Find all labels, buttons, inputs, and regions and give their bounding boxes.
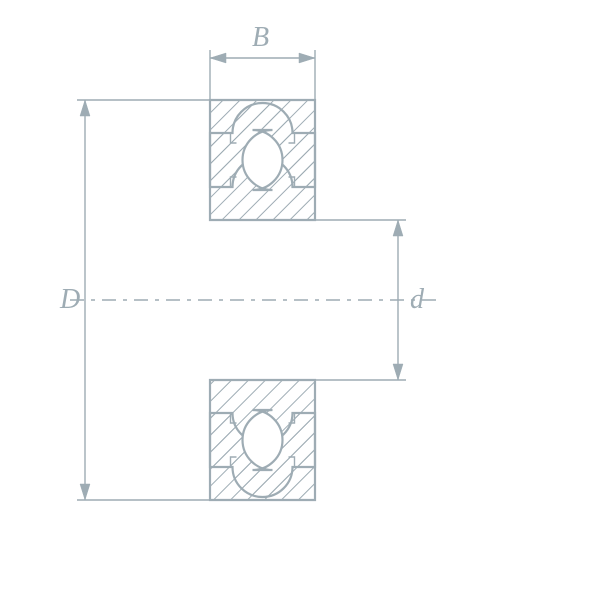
bearing-cross-section-diagram: Dd B (0, 0, 600, 600)
dimension-label-D: D (59, 284, 80, 315)
dimension-label-B: B (252, 22, 269, 53)
drawing-layer: Dd B (59, 22, 440, 500)
dimension-label-d: d (410, 284, 425, 315)
